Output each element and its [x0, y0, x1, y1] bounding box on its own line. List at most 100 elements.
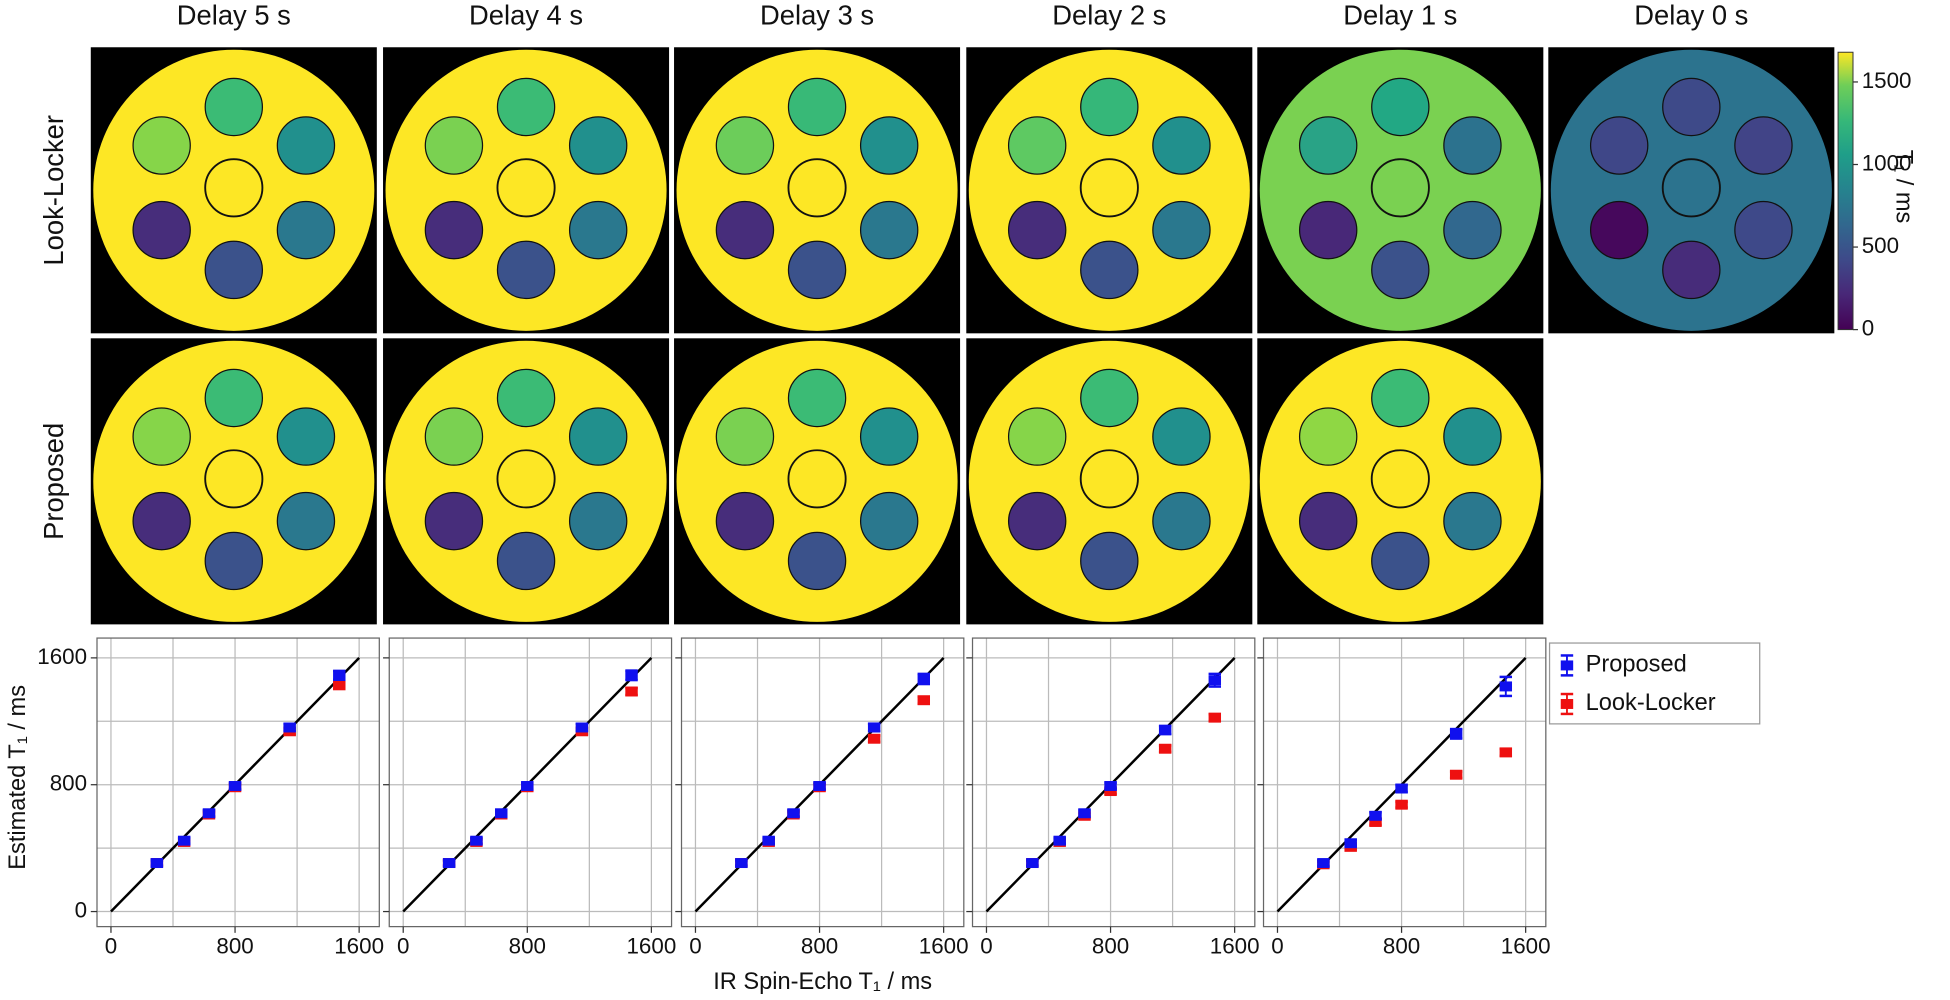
phantom-image — [1257, 47, 1544, 334]
data-point — [625, 686, 638, 697]
vial — [1007, 407, 1067, 466]
vial — [496, 240, 556, 300]
vial — [859, 491, 919, 551]
vial — [787, 240, 847, 300]
x-tick-label: 0 — [1271, 934, 1283, 959]
colorbar-tick-label: 500 — [1862, 233, 1899, 258]
vial — [1371, 77, 1430, 137]
phantom-image — [90, 47, 377, 334]
x-tick-label: 0 — [397, 934, 409, 959]
center-vial — [1079, 449, 1139, 509]
y-tick-label: 800 — [50, 771, 87, 796]
vial — [1080, 531, 1139, 591]
vial — [1152, 491, 1211, 551]
legend-marker — [1560, 660, 1574, 671]
data-point — [1053, 835, 1066, 846]
data-point — [495, 808, 508, 819]
vial — [1443, 116, 1502, 175]
center-vial — [204, 158, 264, 218]
vial — [276, 200, 336, 260]
plot-frame — [971, 637, 1256, 928]
colorbar — [1837, 51, 1854, 331]
center-vial — [787, 449, 847, 509]
legend-entry: Proposed — [1560, 652, 1687, 678]
vial — [496, 77, 556, 137]
vial — [276, 491, 336, 551]
x-tick-label: 1600 — [1210, 934, 1260, 959]
vial — [132, 200, 191, 260]
data-point — [1449, 728, 1463, 739]
x-tick-label: 800 — [1383, 934, 1420, 959]
colorbar-tick-label: 1000 — [1862, 150, 1912, 175]
vial — [1371, 240, 1430, 300]
vial — [1734, 200, 1793, 260]
vial — [424, 491, 484, 551]
vial — [1007, 200, 1067, 260]
phantom-image — [966, 47, 1253, 334]
vial — [1152, 407, 1211, 466]
data-point — [470, 835, 483, 846]
vial — [859, 200, 919, 260]
vial — [715, 200, 775, 260]
vial — [132, 116, 191, 175]
vial — [1007, 116, 1067, 175]
x-tick-label: 800 — [1092, 934, 1129, 959]
plot-frame — [388, 637, 673, 928]
vial — [1443, 407, 1502, 466]
vial — [424, 407, 484, 466]
vial — [1152, 116, 1211, 175]
data-point — [1344, 838, 1357, 849]
x-tick-label: 1600 — [627, 934, 677, 959]
data-point — [1078, 808, 1091, 819]
vial — [204, 240, 264, 300]
data-point — [202, 808, 216, 819]
data-point — [1317, 858, 1330, 869]
vial — [276, 116, 336, 175]
data-point — [150, 858, 164, 869]
vial — [424, 116, 484, 175]
data-point — [1499, 747, 1513, 758]
series: Proposed — [735, 672, 931, 869]
legend-entry: Look-Locker — [1560, 690, 1716, 716]
vial — [132, 407, 191, 466]
column-title: Delay 3 s — [760, 0, 874, 31]
vial — [715, 116, 775, 175]
colorbar-tick-label: 1500 — [1862, 68, 1912, 93]
data-point — [867, 722, 881, 733]
phantom-image — [674, 47, 961, 334]
data-point — [1369, 817, 1382, 827]
center-vial — [1079, 158, 1139, 218]
data-point — [442, 858, 456, 869]
vial — [276, 407, 336, 466]
column-title: Delay 4 s — [469, 0, 583, 31]
data-point — [333, 670, 346, 681]
data-point — [787, 808, 800, 819]
x-tick-label: 800 — [509, 934, 546, 959]
vial — [424, 200, 484, 260]
column-title: Delay 1 s — [1343, 0, 1457, 31]
center-vial — [1661, 158, 1721, 218]
data-point — [228, 781, 242, 791]
vial — [568, 116, 628, 175]
phantom-image — [383, 338, 670, 625]
vial — [496, 368, 556, 428]
legend-box — [1548, 642, 1761, 725]
series: Proposed — [442, 669, 638, 869]
vial — [859, 407, 919, 466]
legend-label: Look-Locker — [1586, 690, 1716, 716]
vial — [496, 531, 556, 591]
vial — [1080, 240, 1139, 300]
x-tick-label: 1600 — [919, 934, 969, 959]
x-tick-label: 0 — [105, 934, 117, 959]
vial — [204, 531, 264, 591]
x-tick-label: 800 — [801, 934, 838, 959]
center-vial — [1370, 158, 1430, 218]
x-tick-label: 1600 — [1501, 934, 1551, 959]
data-point — [1499, 681, 1513, 692]
center-vial — [1370, 449, 1430, 509]
legend-label: Proposed — [1586, 652, 1687, 678]
phantom-image — [966, 338, 1253, 625]
center-vial — [496, 158, 556, 218]
data-point — [283, 722, 296, 733]
